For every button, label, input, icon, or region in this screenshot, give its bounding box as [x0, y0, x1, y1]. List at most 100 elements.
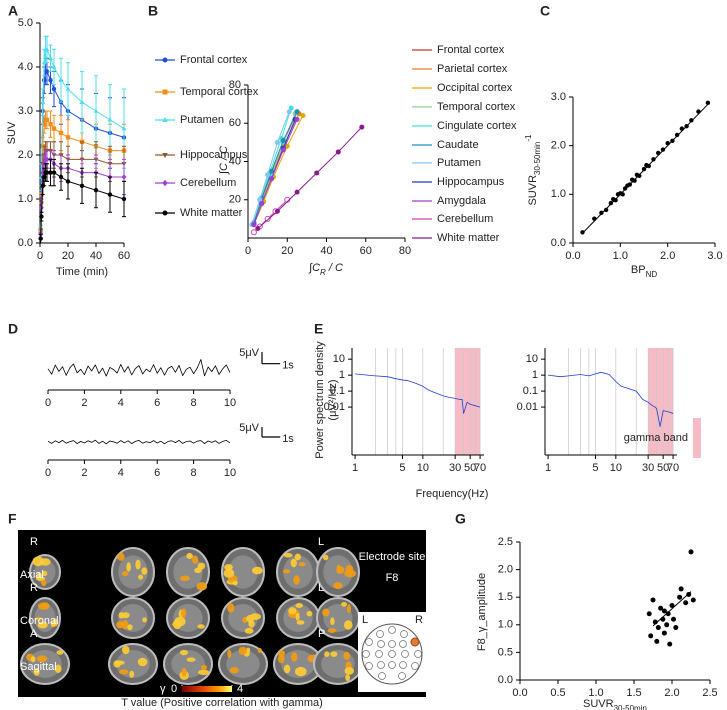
activation-blob — [33, 668, 40, 676]
y-tick-label: 10 — [333, 353, 345, 365]
x-axis-label: ∫CR / C — [308, 262, 343, 277]
y-axis-label: F8_γ_amplitude — [476, 573, 488, 651]
activation-blob — [126, 562, 131, 572]
x-axis-label-part: BP — [631, 264, 646, 276]
x-tick-label: 2 — [81, 467, 87, 479]
marker — [648, 633, 654, 639]
y-tick-label: 60 — [229, 117, 241, 129]
activation-blob — [257, 647, 262, 654]
activation-blob — [278, 654, 285, 664]
activation-blob — [194, 567, 202, 574]
marker — [665, 141, 670, 146]
marker — [661, 630, 667, 636]
x-tick-label: 10 — [224, 397, 236, 409]
marker — [679, 126, 685, 131]
x-axis-label-part: ∫C — [308, 262, 320, 274]
x-tick-label: 20 — [62, 250, 74, 262]
colorbar-caption: T value (Positive correlation with gamma… — [121, 697, 323, 709]
activation-blob — [121, 571, 129, 577]
activation-blob — [201, 664, 208, 671]
marker — [592, 216, 597, 221]
activation-blob — [296, 620, 305, 625]
activation-blob — [327, 628, 337, 633]
marker — [48, 78, 53, 83]
y-tick-label: 1 — [532, 369, 538, 381]
x-tick-label: 1 — [545, 462, 551, 474]
electrode — [365, 662, 373, 670]
activation-blob — [54, 664, 62, 674]
activation-blob — [116, 621, 124, 629]
marker — [655, 625, 661, 631]
activation-blob — [330, 651, 338, 657]
electrode — [378, 672, 386, 680]
marker — [656, 150, 661, 156]
activation-blob — [227, 603, 235, 613]
x-tick-label: 2 — [81, 397, 87, 409]
x-tick-label: 70 — [474, 462, 486, 474]
legend-label: Amygdala — [437, 195, 487, 207]
electrode — [388, 650, 396, 658]
electrode — [375, 650, 383, 658]
marker — [44, 69, 50, 74]
x-tick-label: 30 — [642, 462, 654, 474]
legend-label: Hippocampus — [437, 176, 505, 188]
marker — [608, 200, 614, 206]
x-tick-label: 0 — [37, 250, 43, 262]
electrode — [362, 650, 370, 658]
marker — [580, 230, 585, 235]
y-axis-label-part: -1 — [524, 134, 533, 142]
marker — [280, 137, 286, 143]
series-line — [47, 439, 231, 445]
x-tick-label: 2.0 — [660, 250, 675, 262]
legend-label: White matter — [180, 207, 243, 219]
marker — [689, 118, 694, 123]
panel-label: E — [314, 321, 323, 337]
activation-blob — [179, 649, 189, 656]
electrode-highlight — [410, 637, 420, 647]
colorbar — [182, 686, 232, 692]
x-tick-label: 4 — [118, 467, 124, 479]
y-tick-label: 0.5 — [498, 646, 513, 658]
legend-label: Cerebellum — [180, 177, 236, 189]
orientation-label: R — [30, 582, 38, 594]
marker — [696, 109, 701, 114]
y-tick-label: 3.0 — [18, 105, 33, 117]
fit-line — [652, 591, 692, 627]
activation-blob — [186, 657, 196, 662]
marker — [44, 117, 50, 122]
y-tick-label: 1.0 — [18, 193, 33, 205]
marker — [658, 605, 664, 611]
marker — [690, 597, 696, 603]
x-tick-label: 0 — [245, 245, 251, 257]
marker — [162, 89, 168, 95]
activation-blob — [117, 552, 125, 561]
activation-blob — [223, 568, 235, 578]
marker — [688, 549, 694, 555]
electrode — [377, 661, 385, 669]
legend-label: Temporal cortex — [437, 101, 516, 113]
legend-label: Occipital cortex — [437, 82, 513, 94]
x-tick-label: 40 — [320, 245, 332, 257]
activation-blob — [42, 570, 48, 577]
y-tick-label: 1.0 — [551, 188, 566, 200]
activation-blob — [345, 674, 351, 682]
y-axis-label-part: / C — [218, 146, 230, 163]
marker — [665, 611, 671, 617]
y-tick-label: 0.01 — [517, 401, 538, 413]
marker — [44, 170, 50, 175]
marker — [627, 182, 632, 187]
marker — [162, 153, 168, 158]
electrode — [376, 630, 384, 638]
y-tick-label: 3.0 — [551, 91, 566, 103]
marker — [65, 86, 71, 91]
y-tick-label: 1.0 — [498, 619, 513, 631]
row-label: Sagittal — [20, 661, 57, 673]
activation-blob — [32, 556, 44, 567]
activation-blob — [244, 627, 254, 634]
y-axis-label-part: SUVR — [527, 175, 539, 206]
marker — [650, 597, 656, 603]
y-tick-label: 1.5 — [498, 591, 513, 603]
marker — [250, 229, 257, 236]
y-axis-label: SUVR30-50min-1 — [524, 134, 542, 206]
y-tick-label: 80 — [229, 79, 241, 91]
